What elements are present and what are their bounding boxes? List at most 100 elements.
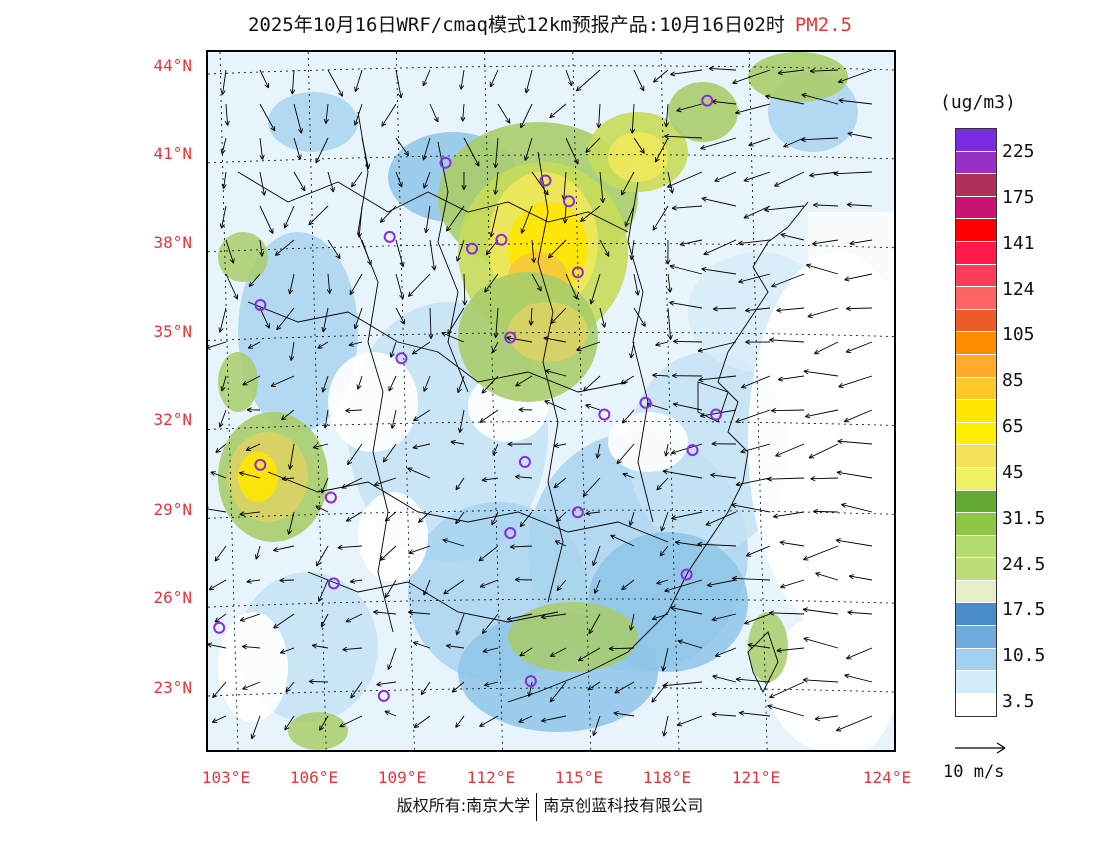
wind-arrow [462, 273, 468, 306]
wind-arrow [429, 239, 437, 271]
wind-arrow [670, 69, 703, 77]
wind-arrow [422, 137, 431, 161]
colorbar-cell [956, 422, 996, 446]
wind-arrow [293, 137, 302, 160]
colorbar-label: 3.5 [1002, 691, 1035, 712]
colorbar-label: 65 [1002, 416, 1024, 437]
wind-arrow [273, 545, 295, 553]
station-marker [686, 444, 699, 457]
station-marker [598, 408, 611, 421]
colorbar-label: 225 [1002, 141, 1035, 162]
wind-arrow [420, 681, 431, 696]
wind-arrow [492, 341, 499, 354]
wind-arrow [341, 477, 363, 489]
wind-arrow [463, 137, 480, 167]
wind-arrow [345, 407, 363, 414]
wind-arrow [246, 578, 261, 584]
border-line [747, 631, 779, 694]
wind-arrow [846, 647, 873, 660]
wind-arrow [708, 66, 737, 72]
wind-arrow [528, 307, 534, 326]
wind-arrow [214, 613, 227, 623]
clear-patch [608, 412, 688, 472]
clear-patch [218, 612, 288, 722]
wind-arrow [423, 375, 431, 392]
latitude-label: 38°N [153, 233, 192, 252]
colorbar-cell [956, 219, 996, 242]
wind-arrow [806, 263, 839, 275]
wind-arrow [803, 637, 839, 649]
colorbar-unit: (ug/m3) [940, 92, 1016, 113]
wind-arrow [613, 711, 635, 717]
station-marker [377, 689, 390, 702]
wind-arrow [780, 232, 805, 241]
wind-arrow [219, 205, 227, 229]
wind-arrow [506, 613, 533, 622]
station-marker [495, 233, 508, 246]
wind-arrow [220, 137, 227, 155]
wind-arrow [382, 443, 397, 463]
wind-arrow [326, 273, 332, 294]
wind-arrow [242, 681, 261, 690]
wind-arrow [290, 69, 296, 95]
wind-arrow [621, 171, 635, 196]
wind-arrow [836, 470, 873, 479]
wind-arrow [428, 307, 434, 339]
wind-arrow [489, 69, 499, 88]
wind-arrow [744, 613, 771, 625]
chart-title: 2025年10月16日WRF/cmaq模式12km预报产品:10月16日02时 P… [0, 10, 1100, 37]
colorbar-label: 175 [1002, 187, 1035, 208]
station-marker [439, 156, 452, 169]
wind-arrow [319, 715, 329, 731]
wind-arrow [412, 641, 431, 649]
wind-arrow [663, 443, 670, 457]
wind-arrow [596, 103, 602, 129]
wind-arrow [655, 341, 669, 347]
wind-arrow [459, 69, 465, 90]
wind-arrow [515, 375, 533, 387]
wind-arrow [712, 674, 737, 683]
wind-arrow [479, 409, 499, 423]
wind-arrow [520, 103, 533, 129]
wind-arrow [555, 511, 567, 522]
colorbar-label: 24.5 [1002, 554, 1046, 575]
station-marker [466, 242, 479, 255]
latitude-line [208, 332, 894, 341]
wind-arrow [575, 69, 601, 92]
wind-arrow [556, 579, 567, 591]
wind-arrow [315, 137, 329, 164]
border-line [697, 381, 729, 423]
wind-arrow [803, 369, 839, 377]
wind-arrow [384, 710, 397, 717]
wind-arrow [808, 443, 839, 459]
wind-arrow [587, 681, 601, 691]
wind-arrow [779, 540, 805, 547]
wind-arrow [489, 205, 499, 238]
wind-arrow [765, 94, 805, 105]
wind-arrow [577, 647, 601, 662]
colorbar-cell [956, 626, 996, 649]
colorbar-label: 31.5 [1002, 508, 1046, 529]
wind-arrow [740, 443, 771, 454]
wind-arrow [408, 609, 431, 616]
wind-arrow [664, 579, 703, 593]
wind-arrow [211, 715, 227, 723]
colorbar-label: 45 [1002, 462, 1024, 483]
wind-arrow [671, 205, 703, 211]
colorbar-cell [956, 693, 996, 717]
wind-arrow [585, 137, 601, 153]
wind-arrow [350, 681, 363, 699]
wind-arrow [353, 103, 363, 126]
wind-arrow [565, 273, 578, 300]
wind-arrow [248, 273, 261, 287]
station-marker [563, 195, 576, 208]
clear-patch [328, 352, 418, 452]
wind-arrow [387, 647, 397, 670]
wind-arrow [745, 307, 771, 313]
wind-arrow [565, 137, 579, 165]
wind-arrow [514, 577, 533, 583]
wind-arrow [675, 540, 703, 547]
wind-arrow [813, 341, 839, 355]
wind-arrow [481, 477, 499, 483]
wind-arrow [527, 681, 533, 697]
